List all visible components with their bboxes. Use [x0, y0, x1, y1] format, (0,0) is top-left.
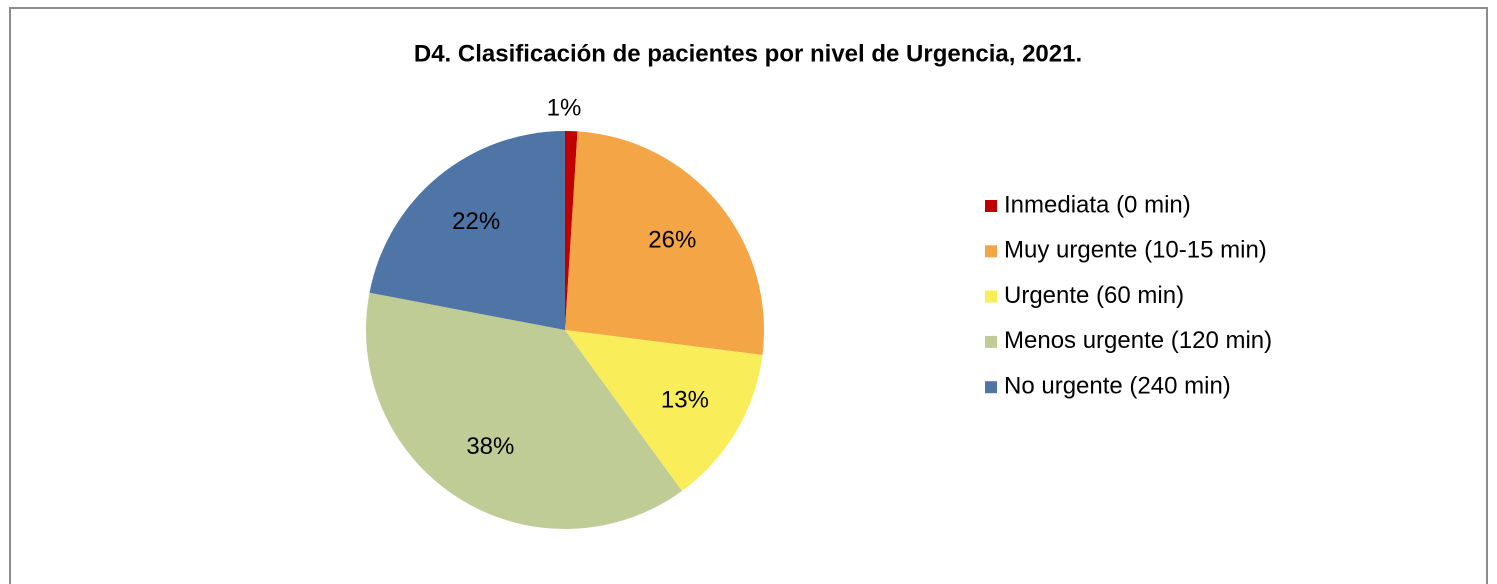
legend-label: No urgente (240 min)	[1004, 373, 1231, 400]
legend-label: Menos urgente (120 min)	[1004, 327, 1272, 354]
pie-slice	[369, 131, 565, 330]
legend-label: Urgente (60 min)	[1004, 282, 1184, 309]
legend-swatch	[985, 381, 997, 394]
legend-label: Muy urgente (10-15 min)	[1004, 237, 1267, 264]
legend-label: Inmediata (0 min)	[1004, 191, 1191, 218]
legend-swatch	[985, 335, 997, 348]
legend-swatch	[985, 245, 997, 258]
pie-slice	[565, 330, 763, 491]
data-label: 22%	[452, 208, 500, 235]
chart-title: D4. Clasificación de pacientes por nivel…	[414, 40, 1082, 67]
pie-slice	[366, 292, 682, 529]
data-label: 26%	[648, 227, 696, 254]
legend-swatch	[985, 200, 997, 212]
data-label: 13%	[661, 386, 709, 413]
pie-slice	[565, 131, 578, 330]
data-label: 38%	[466, 433, 514, 460]
data-label: 1%	[547, 94, 582, 121]
chart-frame	[9, 7, 1488, 584]
pie-slice	[565, 131, 764, 355]
legend-swatch	[985, 290, 997, 303]
